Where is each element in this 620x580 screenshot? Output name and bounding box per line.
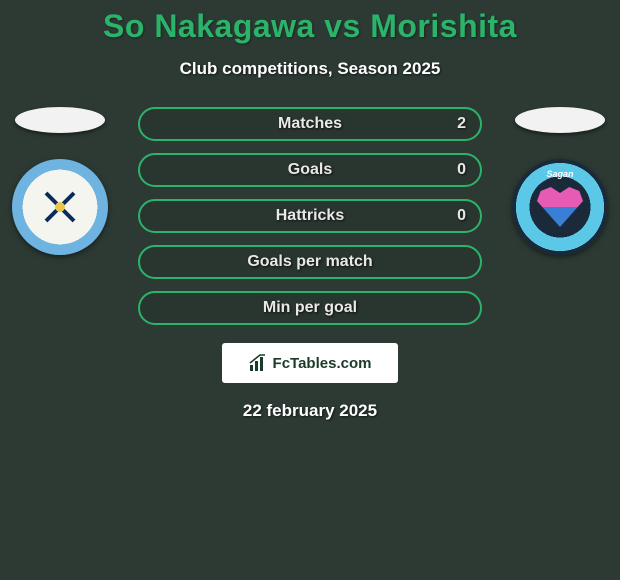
stat-label: Goals bbox=[288, 161, 332, 179]
flag-icon bbox=[15, 107, 105, 133]
stat-row-goals-per-match: Goals per match bbox=[138, 245, 482, 279]
brand-attribution: FcTables.com bbox=[222, 343, 398, 383]
stat-value-right: 2 bbox=[457, 115, 466, 133]
comparison-layout: Sagan Matches 2 Goals 0 Hattricks 0 Goal… bbox=[0, 107, 620, 421]
brand-text: FcTables.com bbox=[273, 355, 372, 372]
date-label: 22 february 2025 bbox=[0, 401, 620, 421]
player-right-column: Sagan bbox=[500, 107, 620, 255]
stat-row-matches: Matches 2 bbox=[138, 107, 482, 141]
stat-value-right: 0 bbox=[457, 161, 466, 179]
flag-icon bbox=[515, 107, 605, 133]
page-title: So Nakagawa vs Morishita bbox=[0, 0, 620, 45]
club-badge-left bbox=[12, 159, 108, 255]
badge-text: Sagan bbox=[546, 169, 573, 179]
stat-label: Hattricks bbox=[276, 207, 344, 225]
page-subtitle: Club competitions, Season 2025 bbox=[0, 59, 620, 79]
stat-row-hattricks: Hattricks 0 bbox=[138, 199, 482, 233]
player-left-column bbox=[0, 107, 120, 255]
stat-value-right: 0 bbox=[457, 207, 466, 225]
stat-label: Matches bbox=[278, 115, 342, 133]
chart-icon bbox=[249, 354, 267, 372]
stat-row-goals: Goals 0 bbox=[138, 153, 482, 187]
stats-list: Matches 2 Goals 0 Hattricks 0 Goals per … bbox=[138, 107, 482, 325]
stat-label: Min per goal bbox=[263, 299, 357, 317]
stat-label: Goals per match bbox=[247, 253, 372, 271]
badge-heart-icon bbox=[537, 187, 583, 227]
stat-row-min-per-goal: Min per goal bbox=[138, 291, 482, 325]
club-badge-right: Sagan bbox=[512, 159, 608, 255]
badge-emblem-icon bbox=[40, 187, 80, 227]
